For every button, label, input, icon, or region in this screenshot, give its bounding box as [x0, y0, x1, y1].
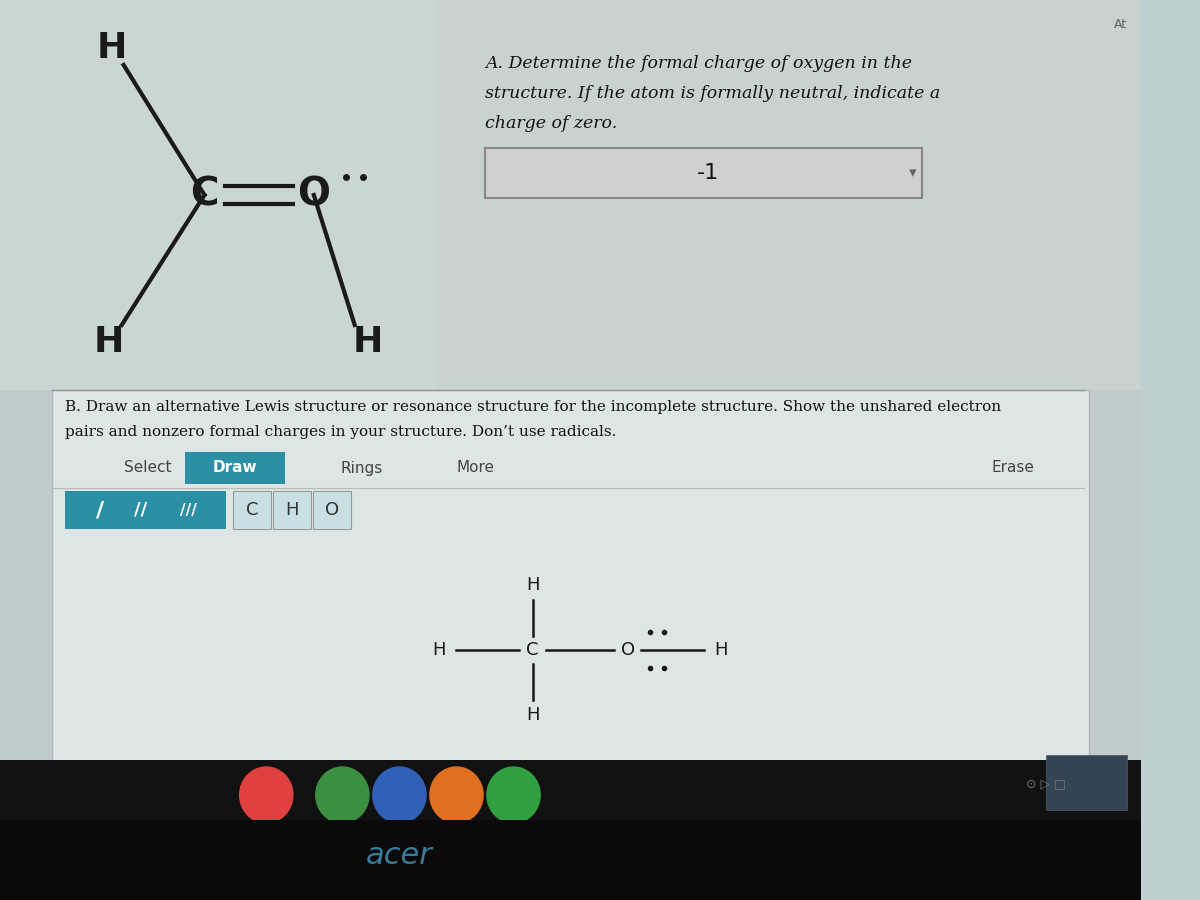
Text: /: /: [96, 500, 104, 520]
Bar: [313, 491, 350, 529]
Bar: [272, 491, 311, 529]
Text: A. Determine the formal charge of oxygen in the: A. Determine the formal charge of oxygen…: [485, 55, 912, 72]
Bar: [0, 0, 1141, 390]
Text: ///: ///: [180, 502, 197, 518]
Text: Erase: Erase: [991, 461, 1034, 475]
Bar: [0, 0, 438, 390]
Text: O: O: [298, 176, 330, 214]
Bar: [186, 452, 286, 484]
Text: ▾: ▾: [910, 166, 917, 181]
Text: H: H: [97, 31, 127, 65]
Text: H: H: [526, 706, 539, 724]
Text: charge of zero.: charge of zero.: [485, 115, 617, 132]
Text: Draw: Draw: [212, 461, 257, 475]
Circle shape: [316, 767, 368, 823]
Text: C: C: [246, 501, 258, 519]
Circle shape: [430, 767, 484, 823]
Bar: [0, 760, 1141, 900]
Bar: [0, 820, 1141, 900]
Text: H: H: [94, 325, 124, 359]
Text: B. Draw an alternative Lewis structure or resonance structure for the incomplete: B. Draw an alternative Lewis structure o…: [65, 400, 1001, 414]
Bar: [1046, 755, 1127, 810]
Text: -1: -1: [697, 163, 720, 183]
Bar: [438, 0, 1141, 390]
Bar: [53, 390, 1088, 790]
Bar: [65, 491, 227, 529]
Text: H: H: [714, 641, 727, 659]
Text: ⊙ ▷ □: ⊙ ▷ □: [1026, 778, 1066, 791]
Text: pairs and nonzero formal charges in your structure. Don’t use radicals.: pairs and nonzero formal charges in your…: [65, 425, 616, 439]
Text: structure. If the atom is formally neutral, indicate a: structure. If the atom is formally neutr…: [485, 85, 941, 102]
Text: C: C: [527, 641, 539, 659]
Bar: [233, 491, 271, 529]
Circle shape: [487, 767, 540, 823]
Text: O: O: [620, 641, 635, 659]
Text: H: H: [353, 325, 383, 359]
Text: H: H: [286, 501, 299, 519]
Text: //: //: [134, 501, 148, 519]
Text: C: C: [191, 176, 218, 214]
Text: O: O: [325, 501, 338, 519]
Circle shape: [240, 767, 293, 823]
Bar: [0, 390, 1141, 900]
Text: acer: acer: [366, 841, 433, 869]
Text: H: H: [433, 641, 446, 659]
Text: Select: Select: [124, 461, 172, 475]
Bar: [485, 148, 923, 198]
Text: Rings: Rings: [341, 461, 383, 475]
Text: More: More: [456, 461, 494, 475]
Text: H: H: [526, 576, 539, 594]
Text: At: At: [1114, 18, 1127, 31]
Circle shape: [373, 767, 426, 823]
